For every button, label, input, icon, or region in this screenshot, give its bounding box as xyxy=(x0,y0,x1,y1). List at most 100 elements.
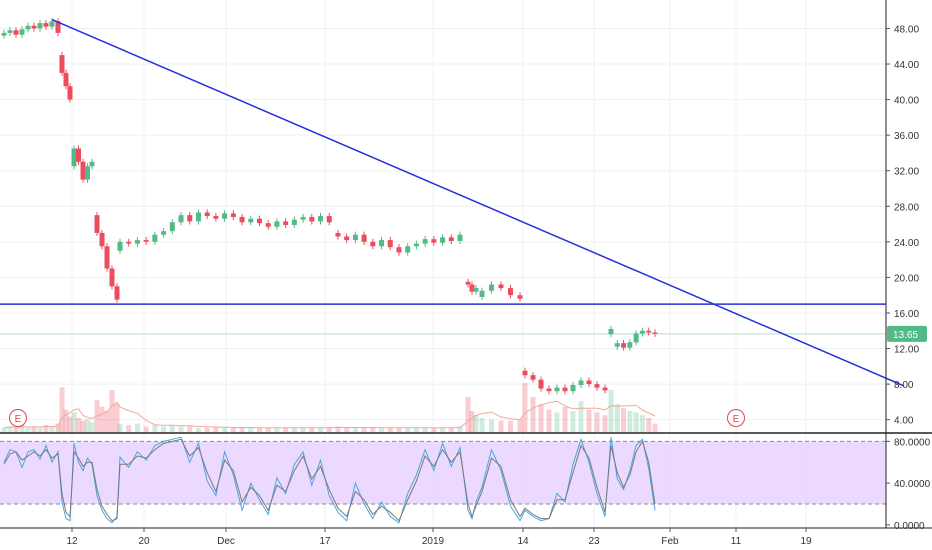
volume-bar xyxy=(117,423,123,432)
volume-bar xyxy=(440,427,446,432)
candle-body xyxy=(256,218,262,224)
candle-body xyxy=(195,212,201,222)
candle-body xyxy=(318,216,324,222)
earnings-event-label: E xyxy=(15,414,22,425)
volume-bar xyxy=(602,415,608,432)
candle-body xyxy=(578,380,584,385)
candle-body xyxy=(396,247,402,253)
candle-body xyxy=(621,343,627,348)
stochastic-tick-label: 0.0000 xyxy=(894,521,925,532)
volume-bar xyxy=(222,427,228,432)
volume-bar xyxy=(1,427,7,432)
volume-bar xyxy=(126,425,132,432)
candle-body xyxy=(586,380,592,385)
volume-bar xyxy=(63,409,69,432)
time-axis[interactable]: 12 20 Dec 17 2019 14 23 Feb 11 19 xyxy=(66,528,812,547)
downtrend-line[interactable] xyxy=(51,18,905,387)
volume-bar xyxy=(594,412,600,432)
candle-body xyxy=(274,221,280,227)
candle-body xyxy=(230,213,236,217)
volume-bar xyxy=(80,420,86,432)
time-tick-label: Dec xyxy=(217,536,235,547)
volume-bar xyxy=(248,427,254,432)
candle-body xyxy=(627,342,633,348)
candle-body xyxy=(309,216,315,222)
candle-body xyxy=(7,30,13,33)
candle-body xyxy=(117,241,123,251)
candle-body xyxy=(614,343,620,347)
volume-bar xyxy=(396,427,402,432)
earnings-event-marker[interactable]: E xyxy=(9,409,27,427)
volume-bar xyxy=(586,409,592,432)
volume-bar xyxy=(508,420,513,432)
candle-body xyxy=(379,240,385,247)
candle-body xyxy=(594,384,600,388)
candle-body xyxy=(204,212,210,217)
time-tick-label: 19 xyxy=(800,536,812,547)
candle-body xyxy=(517,295,523,299)
candle-body xyxy=(570,384,576,392)
volume-bar xyxy=(49,426,55,432)
volume-bar xyxy=(195,427,201,432)
volume-bar xyxy=(89,422,95,432)
volume-bar xyxy=(326,427,332,432)
candle-body xyxy=(99,232,105,247)
volume-bar xyxy=(370,427,376,432)
candle-body xyxy=(49,21,55,27)
volume-bar xyxy=(109,390,115,432)
candle-body xyxy=(469,284,475,292)
volume-bar xyxy=(300,427,306,432)
volume-bar xyxy=(71,412,77,432)
stochastic-axis[interactable]: 80.0000 40.0000 0.0000 xyxy=(886,437,931,532)
candle-body xyxy=(25,25,31,30)
volume-bar xyxy=(379,427,385,432)
candle-body xyxy=(479,290,485,297)
candle-body xyxy=(265,223,271,227)
volume-bar xyxy=(473,415,479,432)
candle-body xyxy=(465,281,471,285)
time-tick-label: Feb xyxy=(661,536,679,547)
candle-body xyxy=(63,72,69,87)
volume-bar xyxy=(614,404,620,432)
price-grid xyxy=(0,0,886,433)
volume-bar xyxy=(570,411,576,432)
candle-body xyxy=(19,29,25,35)
time-tick-label: 11 xyxy=(731,536,742,547)
candle-body xyxy=(530,375,536,380)
price-tick-label: 44.00 xyxy=(894,60,919,71)
price-axis[interactable]: 48.00 44.00 40.00 36.00 32.00 28.00 24.00 20.00… xyxy=(886,24,919,427)
candle-body xyxy=(143,240,149,242)
price-tick-label: 40.00 xyxy=(894,96,919,107)
candle-body xyxy=(608,328,614,335)
stochastic-tick-label: 80.0000 xyxy=(894,437,931,448)
volume-bar xyxy=(274,427,280,432)
candle-body xyxy=(126,241,132,244)
candle-body xyxy=(646,330,652,333)
candle-body xyxy=(413,243,419,247)
volume-bar xyxy=(413,427,419,432)
candle-body xyxy=(546,388,552,392)
candle-body xyxy=(178,215,184,223)
volume-bar xyxy=(114,404,120,432)
volume-bar xyxy=(562,406,568,432)
candle-body xyxy=(387,240,393,248)
volume-bar xyxy=(204,427,210,432)
volume-bar xyxy=(608,390,614,432)
volume-bar xyxy=(239,427,245,432)
candle-body xyxy=(344,236,350,241)
candle-body xyxy=(80,161,86,180)
volume-bar xyxy=(344,427,350,432)
volume-bar xyxy=(178,426,184,432)
candle-body xyxy=(187,215,193,222)
volume-bar xyxy=(291,427,297,432)
volume-bar xyxy=(187,426,193,432)
stochastic-tick-label: 40.0000 xyxy=(894,479,931,490)
volume-bar xyxy=(230,427,236,432)
volume-bar xyxy=(489,419,494,432)
earnings-event-marker[interactable]: E xyxy=(727,409,745,427)
volume-bars xyxy=(1,383,658,432)
candle-body xyxy=(508,288,513,296)
candle-body xyxy=(161,231,167,235)
volume-bar xyxy=(55,423,61,432)
